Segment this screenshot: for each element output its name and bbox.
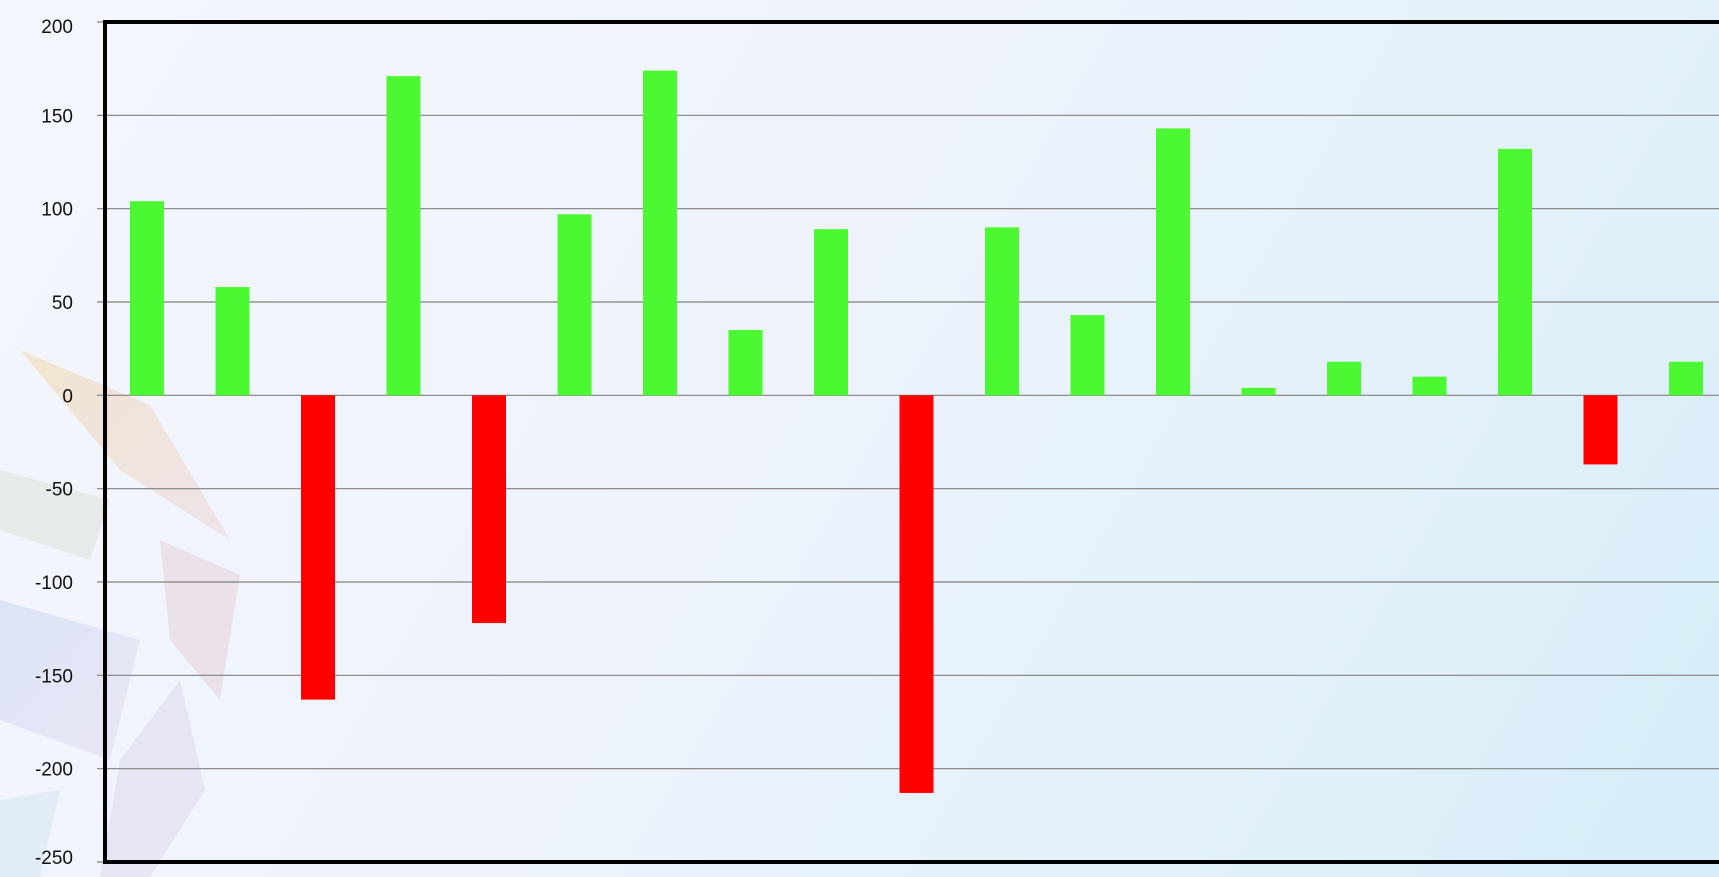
decor-shard — [100, 680, 205, 877]
bar-6 — [557, 214, 592, 396]
y-axis-labels: 200 150 100 50 0 -50 -100 -150 -200 -250 — [35, 17, 73, 869]
bar-16 — [1412, 376, 1447, 396]
y-tick-label: -150 — [35, 666, 73, 687]
bar-4 — [386, 76, 421, 396]
bar-7 — [643, 70, 677, 396]
bar-9 — [814, 229, 848, 396]
bar-1 — [130, 201, 164, 396]
y-tick-label: -50 — [46, 480, 73, 501]
bar-19 — [1669, 361, 1703, 396]
y-tick-label: -250 — [35, 848, 73, 869]
background-decoration — [0, 350, 240, 877]
bar-13 — [1156, 128, 1190, 396]
bar-15 — [1327, 361, 1361, 396]
bar-18 — [1583, 395, 1618, 465]
bar-3 — [301, 395, 335, 700]
bar-11 — [985, 227, 1019, 396]
bar-17 — [1498, 148, 1532, 396]
y-tick-label: -100 — [35, 573, 73, 594]
bar-14 — [1241, 387, 1276, 396]
bar-8 — [728, 330, 763, 396]
bar-5 — [472, 395, 506, 624]
y-tick-label: -200 — [35, 760, 73, 781]
bar-2 — [215, 287, 250, 396]
bar-12 — [1070, 315, 1105, 396]
bar-series — [130, 70, 1703, 793]
y-tick-label: 150 — [41, 106, 73, 127]
y-tick-label: 100 — [41, 200, 73, 221]
y-tick-label: 0 — [62, 386, 73, 407]
decor-shard — [0, 790, 60, 877]
decor-shard — [20, 350, 230, 540]
decor-shard — [0, 470, 110, 560]
y-tick-label: 50 — [52, 293, 73, 314]
decor-shard — [160, 540, 240, 700]
bar-10 — [899, 395, 934, 793]
y-tick-label: 200 — [41, 17, 73, 38]
plot-frame — [103, 20, 1719, 864]
